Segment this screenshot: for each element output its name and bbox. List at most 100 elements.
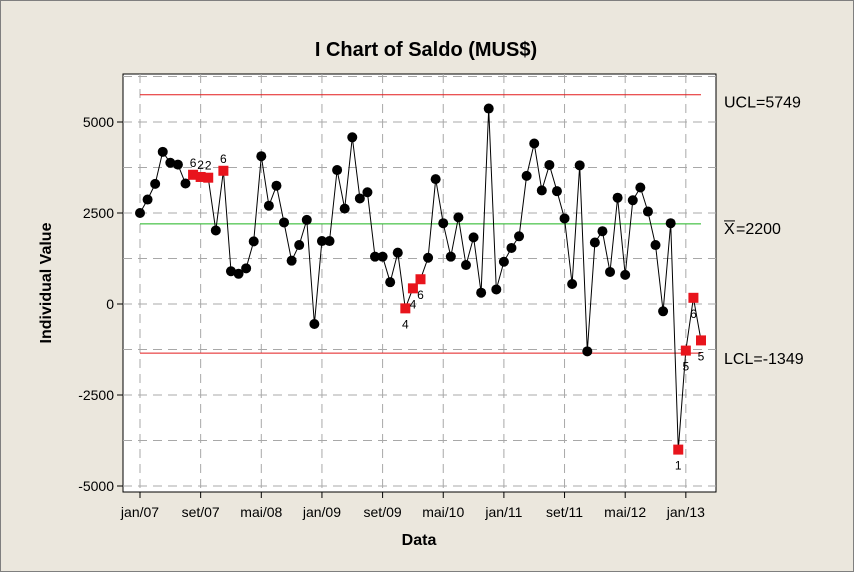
data-point [225,266,236,277]
data-point [385,277,396,288]
flagged-point [407,283,418,294]
data-point [256,151,267,162]
data-point [438,218,449,229]
flag-label: 4 [410,297,417,311]
data-point [362,187,373,198]
data-point [650,240,661,251]
data-point [430,174,441,185]
data-point [339,203,350,214]
data-point [483,103,494,114]
data-point [612,192,623,203]
data-point [642,206,653,217]
data-point [551,186,562,197]
data-point [180,178,191,189]
data-point [574,160,585,171]
flagged-point [195,171,206,182]
data-point [263,200,274,211]
data-point [468,232,479,243]
data-point [536,185,547,196]
flagged-point [218,165,229,176]
y-tick-label: 2500 [83,205,114,221]
data-point [210,225,221,236]
x-axis-title: Data [402,532,437,549]
flag-label: 6 [690,307,697,321]
data-point [301,214,312,225]
axes: 5000 2500 0 -2500 -5000 jan/07 set/07 mai/08 jan… [78,114,705,520]
data-point [529,138,540,149]
flag-label: 5 [698,349,705,363]
data-point [241,263,252,274]
x-tick-label: set/09 [364,504,402,520]
center-label-x: X [724,221,735,238]
y-axis-title: Individual Value [38,222,55,343]
flagged-point [688,292,699,303]
data-point [309,319,320,330]
x-tick-label: mai/12 [604,504,646,520]
data-point [445,251,456,262]
center-label-value: =2200 [736,221,781,238]
data-point [423,252,434,263]
data-point [347,132,358,143]
flagged-point [203,172,214,183]
data-point [316,236,327,247]
x-tick-label: jan/11 [484,504,522,520]
data-point [172,159,183,170]
flag-label: 6 [417,288,424,302]
data-point [506,242,517,253]
data-point [324,236,335,247]
x-tick-label: set/11 [546,504,583,520]
data-point [559,213,570,224]
x-tick-label: set/07 [182,504,220,520]
data-point [589,237,600,248]
x-tick-label: jan/13 [666,504,705,520]
data-point [567,278,578,289]
x-tick-label: mai/10 [422,504,464,520]
flagged-point [415,274,426,285]
flagged-point [696,335,706,346]
data-point [279,217,290,228]
data-point [627,195,638,206]
y-tick-label: 5000 [83,114,114,130]
flag-label: 5 [682,360,689,374]
flag-label: 2 [197,158,204,172]
data-point [354,193,365,204]
grid [123,74,716,492]
data-point [605,266,616,277]
data-point [392,247,403,258]
ucl-label: UCL=5749 [724,95,801,112]
x-tick-label: jan/09 [302,504,341,520]
x-tick-label: mai/08 [240,504,282,520]
data-point [521,170,532,181]
data-point [476,287,487,298]
data-point [271,180,282,191]
flag-label: 1 [675,459,682,473]
data-point [165,157,176,168]
data-point [332,165,343,176]
flag-label: 4 [402,317,409,331]
y-tick-label: -5000 [78,478,114,494]
data-point [597,226,608,237]
flagged-point [400,303,411,314]
data-point [460,260,471,271]
data-point [658,306,669,317]
x-tick-label: jan/07 [120,504,159,520]
data-point [514,231,525,242]
flagged-point [680,345,691,356]
data-point [286,255,297,266]
chart-title: I Chart of Saldo (MUS$) [315,39,537,61]
data-point [233,268,244,279]
data-point [248,236,259,247]
flagged-point [673,444,684,455]
data-point [582,346,593,357]
data-point [135,208,145,218]
y-tick-label: -2500 [78,387,114,403]
data-point [150,178,161,189]
data-point [544,159,555,170]
data-point [635,182,646,193]
lcl-label: LCL=-1349 [724,351,804,368]
control-limits: UCL=5749 LCL=-1349 X =2200 [140,94,804,368]
data-point [620,269,631,280]
